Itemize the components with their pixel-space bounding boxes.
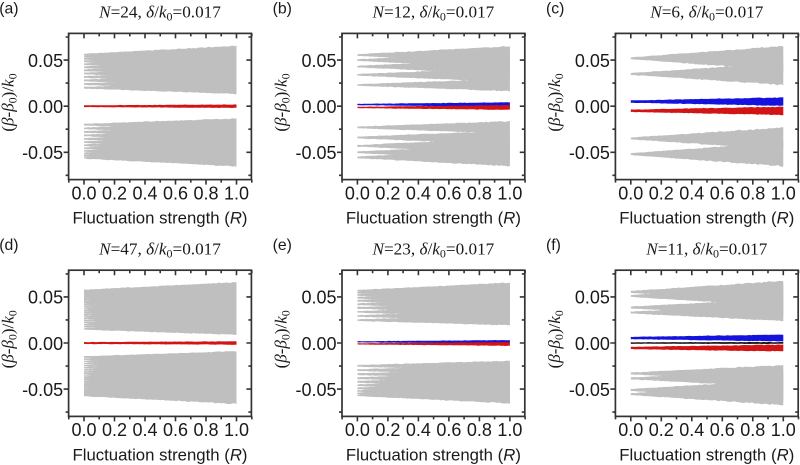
svg-text:-0.05: -0.05 (295, 143, 336, 163)
svg-text:0.6: 0.6 (710, 183, 735, 203)
svg-text:Fluctuation strength (R): Fluctuation strength (R) (73, 209, 248, 228)
svg-text:-0.05: -0.05 (569, 143, 610, 163)
svg-text:0.4: 0.4 (132, 420, 157, 440)
svg-text:(β-β0)/k0: (β-β0)/k0 (272, 310, 293, 368)
svg-text:0.8: 0.8 (467, 420, 492, 440)
svg-text:N=11, δ/k0=0.017: N=11, δ/k0=0.017 (645, 239, 768, 260)
svg-text:0.00: 0.00 (575, 97, 610, 117)
svg-text:0.0: 0.0 (618, 183, 643, 203)
svg-text:1.0: 1.0 (771, 420, 796, 440)
svg-text:N=47, δ/k0=0.017: N=47, δ/k0=0.017 (98, 239, 221, 260)
svg-text:0.6: 0.6 (710, 420, 735, 440)
svg-text:0.2: 0.2 (649, 183, 674, 203)
svg-text:1.0: 1.0 (497, 420, 522, 440)
svg-text:0.2: 0.2 (649, 420, 674, 440)
svg-text:(b): (b) (273, 0, 292, 17)
svg-text:0.6: 0.6 (436, 183, 461, 203)
svg-text:0.2: 0.2 (102, 183, 127, 203)
svg-text:Fluctuation strength (R): Fluctuation strength (R) (619, 209, 794, 228)
svg-text:N=23, δ/k0=0.017: N=23, δ/k0=0.017 (372, 239, 495, 260)
svg-text:0.0: 0.0 (71, 420, 96, 440)
svg-text:N=24, δ/k0=0.017: N=24, δ/k0=0.017 (98, 3, 221, 24)
svg-text:0.00: 0.00 (28, 334, 63, 354)
svg-text:0.8: 0.8 (740, 420, 765, 440)
svg-text:0.05: 0.05 (575, 51, 610, 71)
svg-text:0.4: 0.4 (679, 183, 704, 203)
svg-text:0.05: 0.05 (301, 288, 336, 308)
svg-text:0.8: 0.8 (193, 183, 218, 203)
svg-text:(β-β0)/k0: (β-β0)/k0 (545, 73, 566, 131)
svg-text:0.2: 0.2 (375, 420, 400, 440)
svg-text:-0.05: -0.05 (569, 380, 610, 400)
svg-text:1.0: 1.0 (497, 183, 522, 203)
svg-text:0.8: 0.8 (740, 183, 765, 203)
svg-text:0.0: 0.0 (345, 183, 370, 203)
svg-text:Fluctuation strength (R): Fluctuation strength (R) (346, 445, 521, 464)
svg-text:(β-β0)/k0: (β-β0)/k0 (0, 310, 19, 368)
svg-text:(β-β0)/k0: (β-β0)/k0 (0, 73, 19, 131)
svg-text:0.0: 0.0 (71, 183, 96, 203)
svg-text:1.0: 1.0 (771, 183, 796, 203)
svg-text:0.4: 0.4 (132, 183, 157, 203)
svg-text:0.6: 0.6 (163, 183, 188, 203)
svg-text:(e): (e) (273, 237, 292, 254)
svg-text:0.05: 0.05 (28, 288, 63, 308)
svg-text:0.00: 0.00 (575, 334, 610, 354)
svg-text:0.4: 0.4 (679, 420, 704, 440)
svg-text:-0.05: -0.05 (295, 380, 336, 400)
svg-text:0.2: 0.2 (102, 420, 127, 440)
svg-text:0.0: 0.0 (618, 420, 643, 440)
svg-text:0.00: 0.00 (301, 334, 336, 354)
svg-text:0.8: 0.8 (193, 420, 218, 440)
svg-text:0.6: 0.6 (163, 420, 188, 440)
svg-text:(f): (f) (546, 237, 561, 254)
svg-text:0.2: 0.2 (375, 183, 400, 203)
svg-text:-0.05: -0.05 (22, 143, 63, 163)
svg-text:(c): (c) (546, 0, 564, 17)
svg-text:1.0: 1.0 (224, 420, 249, 440)
svg-text:(d): (d) (0, 237, 19, 254)
svg-text:0.05: 0.05 (28, 51, 63, 71)
svg-text:0.05: 0.05 (575, 288, 610, 308)
svg-text:0.8: 0.8 (467, 183, 492, 203)
svg-text:N=6, δ/k0=0.017: N=6, δ/k0=0.017 (649, 3, 764, 24)
svg-text:Fluctuation strength (R): Fluctuation strength (R) (346, 209, 521, 228)
svg-text:(β-β0)/k0: (β-β0)/k0 (272, 73, 293, 131)
svg-text:0.6: 0.6 (436, 420, 461, 440)
svg-text:0.00: 0.00 (28, 97, 63, 117)
svg-text:1.0: 1.0 (224, 183, 249, 203)
svg-text:0.0: 0.0 (345, 420, 370, 440)
svg-text:0.05: 0.05 (301, 51, 336, 71)
svg-text:-0.05: -0.05 (22, 380, 63, 400)
svg-text:(a): (a) (0, 0, 19, 17)
svg-text:N=12, δ/k0=0.017: N=12, δ/k0=0.017 (372, 3, 495, 24)
svg-text:Fluctuation strength (R): Fluctuation strength (R) (619, 445, 794, 464)
svg-text:Fluctuation strength (R): Fluctuation strength (R) (73, 445, 248, 464)
svg-text:(β-β0)/k0: (β-β0)/k0 (545, 310, 566, 368)
svg-text:0.4: 0.4 (406, 420, 431, 440)
svg-text:0.4: 0.4 (406, 183, 431, 203)
svg-text:0.00: 0.00 (301, 97, 336, 117)
